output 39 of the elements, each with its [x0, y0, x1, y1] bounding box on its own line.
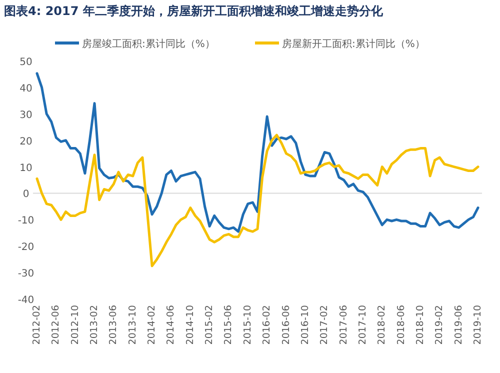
x-tick-label: 2013-06	[108, 305, 120, 345]
x-tick-label: 2018-06	[396, 305, 407, 345]
x-tick-label: 2019-06	[453, 305, 464, 345]
legend-label: 房屋竣工面积:累计同比（%）	[82, 38, 215, 50]
x-tick-label: 2014-06	[166, 305, 177, 345]
x-tick-label: 2014-10	[184, 305, 196, 345]
y-tick-label: -10	[18, 216, 34, 227]
x-tick-label: 2017-02	[319, 305, 330, 345]
x-tick-label: 2019-10	[472, 305, 484, 345]
x-tick-label: 2013-10	[127, 305, 138, 345]
x-tick-label: 2012-10	[70, 305, 81, 345]
x-tick-label: 2015-06	[223, 305, 234, 345]
legend-label: 房屋新开工面积:累计同比（%）	[282, 38, 425, 50]
y-tick-label: 50	[20, 57, 32, 68]
x-tick-label: 2012-02	[32, 305, 42, 345]
x-tick-label: 2016-10	[300, 305, 311, 345]
y-tick-label: -30	[18, 268, 34, 280]
x-tick-label: 2012-06	[50, 305, 62, 345]
x-tick-label: 2015-02	[204, 305, 216, 345]
x-tick-label: 2013-02	[89, 305, 100, 345]
x-tick-label: 2017-10	[357, 305, 368, 345]
x-tick-label: 2019-02	[434, 305, 446, 345]
y-tick-label: 40	[20, 83, 32, 94]
y-tick-label: 30	[20, 110, 32, 121]
y-tick-label: 0	[22, 189, 30, 200]
x-tick-label: 2014-02	[146, 305, 158, 345]
x-tick-label: 2018-10	[414, 305, 426, 345]
x-tick-label: 2016-02	[262, 305, 273, 345]
x-tick-label: 2016-06	[280, 305, 292, 345]
y-tick-label: -40	[18, 295, 34, 306]
line-series	[36, 72, 480, 233]
y-tick-label: 10	[20, 162, 32, 174]
x-tick-label: 2015-10	[242, 305, 254, 345]
chart-title: 图表4: 2017 年二季度开始，房屋新开工面积增速和竣工增速走势分化	[4, 4, 384, 18]
y-tick-label: 20	[20, 136, 32, 148]
x-tick-label: 2018-02	[376, 305, 388, 345]
y-tick-label: -20	[18, 242, 34, 254]
line-series	[36, 134, 480, 268]
x-tick-label: 2017-06	[338, 305, 350, 345]
